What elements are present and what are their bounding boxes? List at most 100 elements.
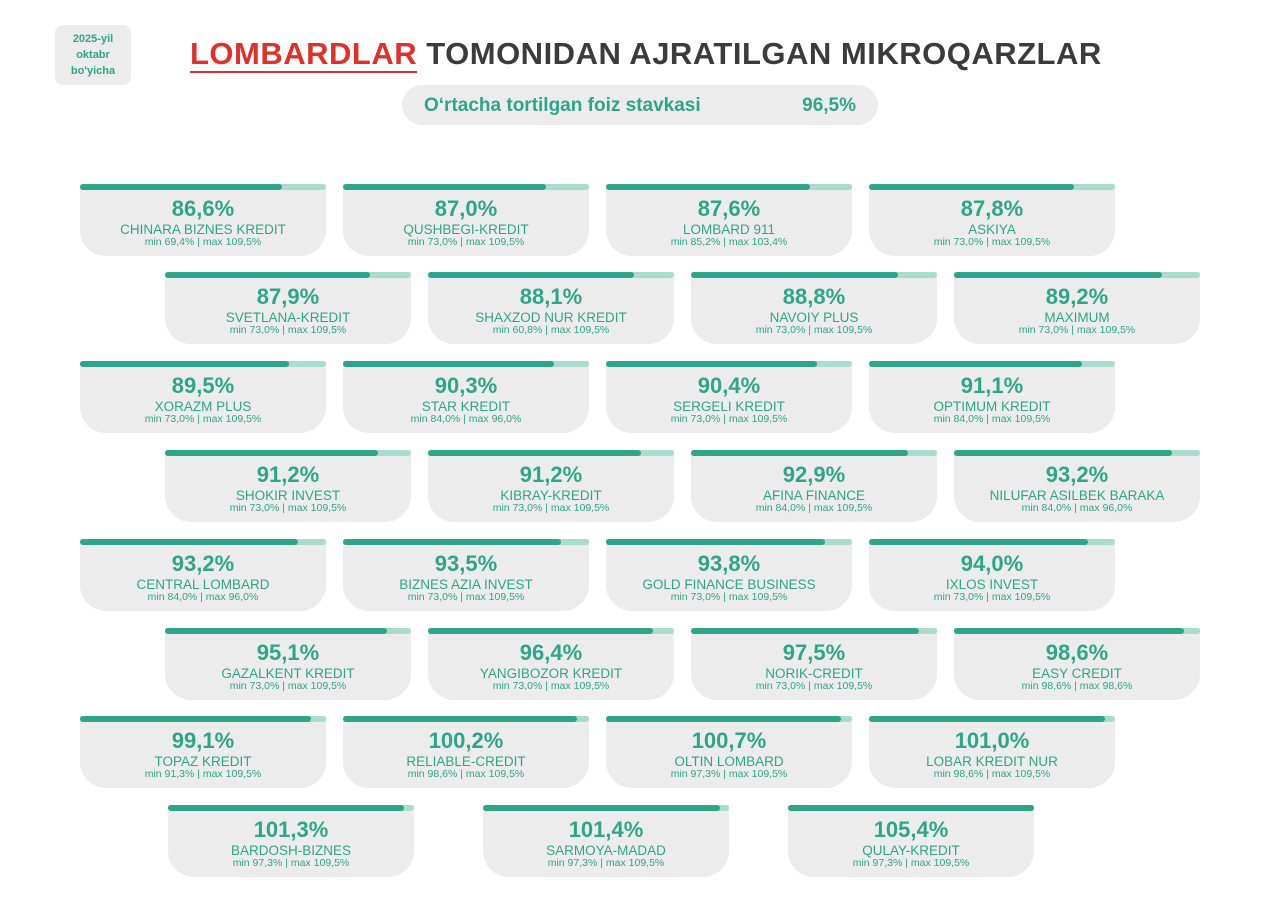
lender-card: 91,1% OPTIMUM KREDIT min 84,0% | max 109,5… (869, 361, 1115, 433)
rate-bar-track (80, 184, 326, 190)
rate-bar-track (954, 450, 1200, 456)
rate-range: min 73,0% | max 109,5% (229, 502, 347, 514)
rate-bar-track (788, 805, 1034, 811)
rate-bar (80, 716, 312, 722)
lender-card: 88,1% SHAXZOD NUR KREDIT min 60,8% | max 1… (428, 272, 674, 344)
rate-value: 89,2% (1045, 284, 1109, 309)
lender-name: SHAXZOD NUR KREDIT (475, 310, 627, 325)
rate-value: 98,6% (1045, 640, 1109, 665)
rate-range: min 98,6% | max 109,5% (407, 768, 525, 780)
rate-value: 87,8% (960, 196, 1024, 221)
rate-bar (165, 628, 387, 634)
rate-bar-track (165, 628, 411, 634)
rate-bar (869, 716, 1105, 722)
rate-value: 101,4% (568, 817, 644, 842)
rate-value: 93,2% (1045, 462, 1109, 487)
rate-value: 94,0% (960, 551, 1024, 576)
rate-bar-track (428, 628, 674, 634)
rate-value: 92,9% (782, 462, 846, 487)
lender-name: BARDOSH-BIZNES (230, 843, 352, 858)
rate-bar (428, 450, 641, 456)
rate-bar (954, 272, 1163, 278)
rate-value: 105,4% (873, 817, 949, 842)
rate-bar-track (343, 184, 589, 190)
rate-value: 88,8% (782, 284, 846, 309)
lender-name: TOPAZ KREDIT (154, 754, 252, 769)
rate-bar (954, 628, 1185, 634)
lender-card: 99,1% TOPAZ KREDIT min 91,3% | max 109,5% (80, 716, 326, 788)
lender-card: 87,8% ASKIYA min 73,0% | max 109,5% (869, 184, 1115, 256)
lender-name: SHOKIR INVEST (235, 488, 341, 503)
lender-card: 98,6% EASY CREDIT min 98,6% | max 98,6% (954, 628, 1200, 700)
lender-name: STAR KREDIT (421, 399, 511, 414)
lender-card: 87,9% SVETLANA-KREDIT min 73,0% | max 109,… (165, 272, 411, 344)
rate-value: 88,1% (519, 284, 583, 309)
lender-card: 90,4% SERGELI KREDIT min 73,0% | max 109,5… (606, 361, 852, 433)
rate-bar (80, 361, 289, 367)
rate-bar-track (606, 184, 852, 190)
lender-name: LOBAR KREDIT NUR (926, 754, 1058, 769)
lender-card: 95,1% GAZALKENT KREDIT min 73,0% | max 109… (165, 628, 411, 700)
lender-card: 101,0% LOBAR KREDIT NUR min 98,6% | max 10… (869, 716, 1115, 788)
lender-card: 89,5% XORAZM PLUS min 73,0% | max 109,5% (80, 361, 326, 433)
average-rate-box: O‘rtacha tortilgan foiz stavkasi 96,5% (402, 85, 878, 125)
rate-value: 101,3% (253, 817, 329, 842)
rate-bar (428, 628, 653, 634)
rate-bar-track (869, 716, 1115, 722)
rate-bar (691, 450, 908, 456)
date-badge-year: 2025-yil (72, 33, 114, 45)
rate-bar (343, 716, 577, 722)
rate-bar-track (691, 628, 937, 634)
rate-bar-track (165, 272, 411, 278)
lender-card: 88,8% NAVOIY PLUS min 73,0% | max 109,5% (691, 272, 937, 344)
rate-bar-track (168, 805, 414, 811)
rate-value: 91,1% (960, 373, 1024, 398)
rate-range: min 73,0% | max 109,5% (755, 324, 873, 336)
rate-bar-track (343, 361, 589, 367)
lender-name: QUSHBEGI-KREDIT (403, 222, 529, 237)
rate-range: min 98,6% | max 109,5% (933, 768, 1051, 780)
lender-name: XORAZM PLUS (154, 399, 252, 414)
lender-name: OPTIMUM KREDIT (933, 399, 1051, 414)
lender-name: BIZNES AZIA INVEST (399, 577, 533, 592)
lender-card: 87,0% QUSHBEGI-KREDIT min 73,0% | max 109,… (343, 184, 589, 256)
lender-name: AFINA FINANCE (762, 488, 865, 503)
rate-bar-track (165, 450, 411, 456)
rate-bar (428, 272, 634, 278)
date-badge-month: oktabr (76, 49, 110, 61)
lender-card: 86,6% CHINARA BIZNES KREDIT min 69,4% | ma… (80, 184, 326, 256)
rate-bar (165, 450, 378, 456)
lender-name: GAZALKENT KREDIT (221, 666, 355, 681)
rate-bar-track (428, 450, 674, 456)
rate-range: min 73,0% | max 109,5% (407, 236, 525, 248)
lender-card: 94,0% IXLOS INVEST min 73,0% | max 109,5% (869, 539, 1115, 611)
rate-range: min 97,3% | max 109,5% (232, 857, 350, 869)
rate-bar (606, 361, 817, 367)
rate-range: min 97,3% | max 109,5% (852, 857, 970, 869)
rate-range: min 85,2% | max 103,4% (670, 236, 788, 248)
lender-card: 100,7% OLTIN LOMBARD min 97,3% | max 109,5… (606, 716, 852, 788)
rate-bar (691, 272, 899, 278)
rate-value: 101,0% (954, 728, 1030, 753)
rate-value: 93,5% (434, 551, 498, 576)
rate-value: 93,2% (171, 551, 235, 576)
rate-range: min 73,0% | max 109,5% (933, 591, 1051, 603)
rate-range: min 73,0% | max 109,5% (229, 324, 347, 336)
page-title-rest: TOMONIDAN AJRATILGAN MIKROQARZLAR (417, 36, 1102, 71)
rate-range: min 73,0% | max 109,5% (229, 680, 347, 692)
rate-range: min 73,0% | max 109,5% (492, 680, 610, 692)
lender-name: YANGIBOZOR KREDIT (479, 666, 623, 681)
rate-value: 87,0% (434, 196, 498, 221)
rate-range: min 73,0% | max 109,5% (755, 680, 873, 692)
rate-bar (606, 184, 811, 190)
rate-bar (869, 184, 1074, 190)
rate-value: 87,6% (697, 196, 761, 221)
lender-name: CENTRAL LOMBARD (136, 577, 270, 592)
rate-bar-track (343, 716, 589, 722)
average-rate-value: 96,5% (802, 95, 856, 116)
rate-bar-track (691, 450, 937, 456)
rate-bar-track (483, 805, 729, 811)
rate-value: 99,1% (171, 728, 235, 753)
lender-card: 87,6% LOMBARD 911 min 85,2% | max 103,4% (606, 184, 852, 256)
lender-name: EASY CREDIT (1032, 666, 1122, 681)
